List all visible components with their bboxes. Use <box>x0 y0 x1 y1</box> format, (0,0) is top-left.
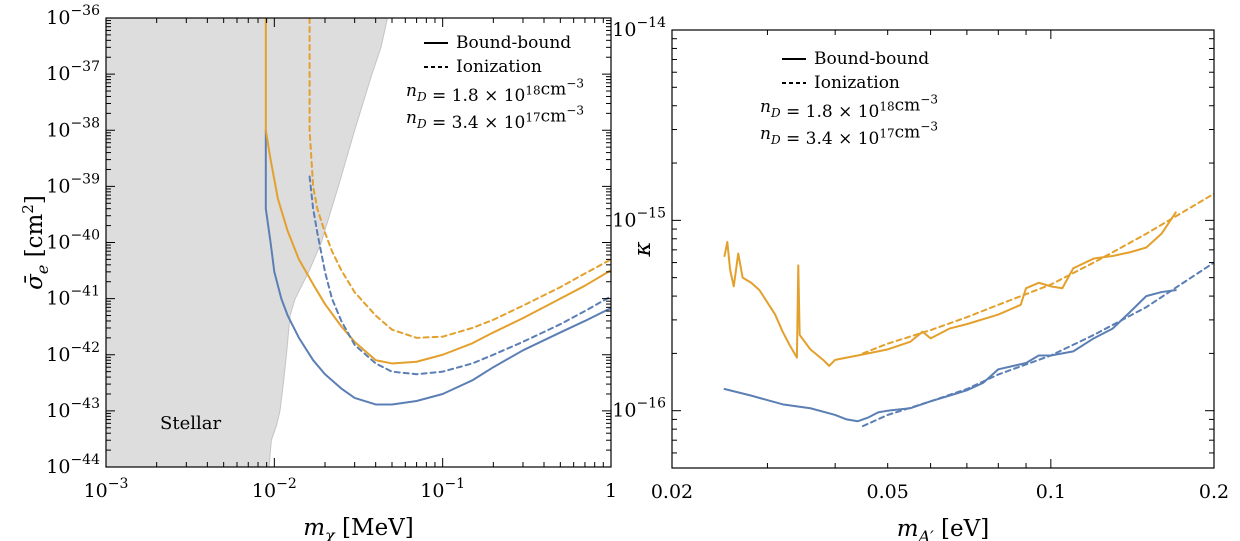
y-tick-label: 10−41 <box>46 284 100 310</box>
chart-right: 0.02 0.05 0.1 0.2 10−16 10−15 10−14 mA′ [eV] κ Bo… <box>612 15 1229 541</box>
y-tick-label: 10−43 <box>46 396 100 422</box>
series-line-4 <box>308 18 611 339</box>
legend-color-label: nD = 3.4 × 1017cm−3 <box>406 104 584 134</box>
x-axis-label: mχ [MeV] <box>303 515 414 541</box>
y-axis-label: κ <box>630 241 656 257</box>
y-tick-label: 10−44 <box>46 452 100 478</box>
series-line-2 <box>723 211 1177 367</box>
legend-color-label: nD = 1.8 × 1018cm−3 <box>760 93 938 123</box>
x-tick-label: 0.02 <box>651 481 693 503</box>
series-line-4 <box>861 192 1214 355</box>
y-tick-label: 10−42 <box>46 340 100 366</box>
stellar-annotation: Stellar <box>160 413 221 434</box>
x-tick-label: 10−2 <box>252 476 297 502</box>
legend-label: Ionization <box>456 57 542 77</box>
y-tick-label: 10−36 <box>46 3 100 29</box>
x-axis-label: mA′ [eV] <box>897 516 989 541</box>
legend-label: Bound-bound <box>814 49 929 69</box>
x-tick-label: 1 <box>605 480 617 502</box>
x-tick-label: 10−3 <box>84 476 129 502</box>
legend-color-label: nD = 1.8 × 1018cm−3 <box>406 77 584 107</box>
y-tick-label: 10−40 <box>46 228 100 254</box>
y-axis-label: σ̄e [cm2] <box>19 195 52 290</box>
plot-frame <box>671 29 1215 469</box>
y-tick-label: 10−14 <box>612 15 666 41</box>
x-tick-label: 10−1 <box>420 476 465 502</box>
series-line-1 <box>723 289 1177 423</box>
x-tick-label: 0.05 <box>867 481 909 503</box>
ticks <box>105 17 612 468</box>
series-line-3 <box>308 175 611 376</box>
y-tick-label: 10−16 <box>612 396 666 422</box>
series-line-3 <box>861 261 1214 428</box>
chart-left: 10−3 10−2 10−1 1 10−44 10−43 10−42 10−41 10−40 10… <box>19 3 617 541</box>
y-tick-label: 10−38 <box>46 115 100 141</box>
legend-color-label: nD = 3.4 × 1017cm−3 <box>760 120 938 150</box>
y-tick-label: 10−15 <box>612 205 666 231</box>
ticks <box>671 29 1215 469</box>
x-tick-label: 0.1 <box>1036 481 1066 503</box>
stellar-region <box>106 18 388 467</box>
series-line-1 <box>264 129 611 406</box>
y-tick-label: 10−39 <box>46 171 100 197</box>
legend-label: Bound-bound <box>456 33 571 53</box>
y-tick-label: 10−37 <box>46 59 100 85</box>
series-line-2 <box>264 18 611 365</box>
x-tick-label: 0.2 <box>1199 481 1229 503</box>
legend-label: Ionization <box>814 73 900 93</box>
